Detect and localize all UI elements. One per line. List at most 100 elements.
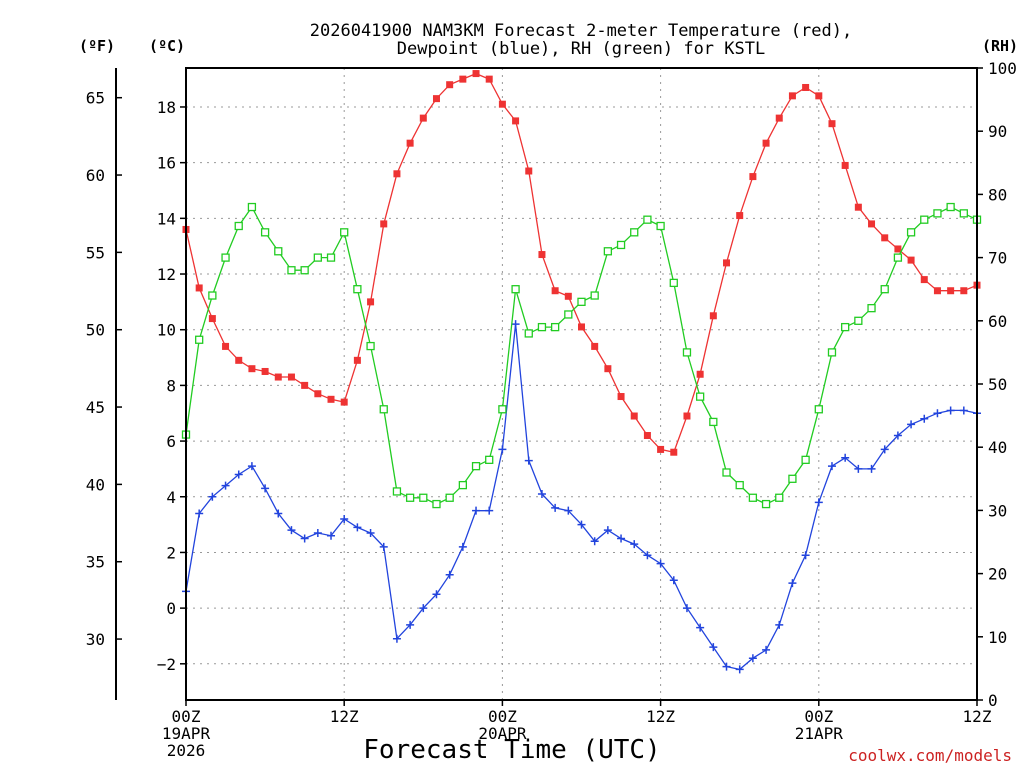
rh-unit-label: (RH)	[982, 37, 1018, 55]
dewpoint-point	[775, 620, 784, 629]
rh-tick-label: 90	[988, 122, 1007, 141]
relative-humidity-point	[709, 417, 718, 427]
celsius-tick-label: 18	[157, 98, 176, 117]
relative-humidity-point	[722, 468, 731, 477]
x-tick-label: 12Z	[646, 707, 675, 726]
relative-humidity-point	[841, 322, 850, 332]
relative-humidity-point	[893, 253, 903, 262]
temperature-point	[274, 373, 282, 381]
dewpoint-point	[748, 654, 757, 663]
relative-humidity-point	[603, 247, 613, 256]
dewpoint-point	[485, 506, 494, 515]
temperature-point	[643, 432, 651, 440]
relative-humidity-point	[445, 493, 454, 502]
relative-humidity-point	[788, 474, 797, 483]
rh-tick-label: 30	[988, 501, 1007, 520]
fahrenheit-tick-label: 45	[86, 398, 105, 417]
celsius-tick-label: 0	[166, 599, 176, 618]
temperature-point	[670, 448, 678, 456]
relative-humidity-point	[564, 310, 573, 319]
fahrenheit-tick-label: 30	[86, 630, 105, 649]
axes: −2 0 2 4 6 8 10 12 14 16 18 30 35 40 45 50 55 60 65 0 10 20 30…	[86, 59, 1017, 760]
x-tick-label: 12Z	[963, 707, 992, 726]
rh-tick-label: 100	[988, 59, 1017, 78]
chart-title-line-1: 2026041900 NAM3KM Forecast 2-meter Tempe…	[310, 21, 852, 41]
relative-humidity-point	[471, 462, 481, 471]
fahrenheit-tick-label: 40	[86, 475, 105, 494]
temperature-point	[828, 120, 836, 128]
temperature-point	[920, 276, 928, 284]
temperature-point	[591, 342, 599, 350]
relative-humidity-point	[946, 202, 955, 212]
dewpoint-point	[854, 464, 863, 473]
celsius-unit-label: (ºC)	[149, 37, 185, 55]
temperature-point	[815, 92, 823, 100]
temperature-point	[854, 203, 862, 211]
dewpoint-point	[669, 576, 678, 585]
dewpoint-point	[617, 534, 626, 543]
relative-humidity-point	[234, 221, 243, 231]
x-tick-label: 20APR	[478, 724, 527, 743]
dewpoint-point	[419, 604, 428, 613]
relative-humidity-point	[801, 455, 810, 464]
dewpoint-point	[722, 662, 731, 671]
relative-humidity-point	[247, 202, 257, 212]
celsius-tick-label: −2	[157, 655, 176, 674]
dewpoint-point	[261, 484, 270, 493]
rh-tick-label: 70	[988, 249, 1007, 268]
dewpoint-point	[472, 506, 481, 515]
dewpoint-point	[907, 420, 916, 429]
relative-humidity-point	[208, 291, 217, 300]
temperature-point	[683, 412, 691, 420]
chart-title-line-2: Dewpoint (blue), RH (green) for KSTL	[397, 39, 765, 59]
relative-humidity-point	[550, 322, 560, 332]
relative-humidity-point	[643, 215, 652, 224]
relative-humidity-point	[854, 316, 863, 325]
temperature-point	[881, 234, 889, 242]
fahrenheit-unit-label: (ºF)	[79, 37, 115, 55]
relative-humidity-point	[524, 329, 533, 338]
temperature-point	[432, 95, 440, 103]
temperature-point	[248, 365, 256, 373]
dewpoint-point	[221, 481, 230, 490]
temperature-point	[749, 173, 757, 181]
temperature-point	[340, 398, 348, 406]
x-tick-label: 2026	[167, 741, 206, 760]
dewpoint-point	[247, 462, 256, 471]
relative-humidity-point	[392, 487, 402, 496]
temperature-point	[736, 212, 744, 220]
dewpoint-point	[590, 537, 599, 546]
temperature-point	[235, 356, 243, 364]
temperature-point	[907, 256, 915, 264]
temperature-point	[802, 83, 810, 91]
celsius-tick-label: 8	[166, 376, 176, 395]
temperature-point	[459, 75, 467, 83]
x-tick-label: 00Z	[172, 707, 201, 726]
dewpoint-point	[379, 542, 388, 551]
dewpoint-point	[406, 620, 415, 629]
relative-humidity-point	[761, 499, 771, 509]
rh-tick-label: 40	[988, 438, 1007, 457]
dewpoint-point	[274, 509, 283, 518]
dewpoint-point	[300, 534, 309, 543]
temperature-point	[788, 92, 796, 100]
fahrenheit-tick-label: 65	[86, 89, 105, 108]
relative-humidity-point	[577, 297, 586, 306]
temperature-point	[195, 284, 203, 292]
dewpoint-point	[208, 492, 217, 501]
temperature-point	[578, 323, 585, 331]
relative-humidity-point	[313, 253, 322, 262]
relative-humidity-point	[827, 348, 837, 357]
temperature-point	[446, 81, 454, 89]
relative-humidity-point	[511, 285, 520, 294]
dewpoint-point	[709, 643, 718, 652]
temperature-point	[314, 390, 322, 398]
fahrenheit-tick-label: 55	[86, 243, 105, 262]
dewpoint-point	[313, 528, 322, 537]
relative-humidity-point	[260, 228, 270, 237]
credit-label: coolwx.com/models	[848, 746, 1012, 765]
relative-humidity-point	[682, 348, 692, 357]
temperature-point	[657, 445, 665, 453]
rh-tick-label: 10	[988, 628, 1007, 647]
temperature-point	[868, 220, 876, 228]
